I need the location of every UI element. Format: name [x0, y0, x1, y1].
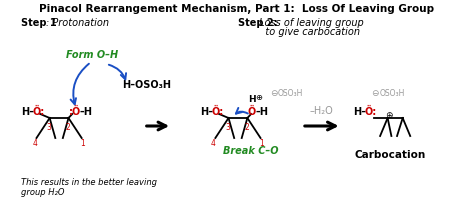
- Text: Loss of leaving group: Loss of leaving group: [256, 18, 364, 28]
- Text: ⊕: ⊕: [255, 94, 262, 103]
- Text: ⊖: ⊖: [372, 89, 379, 98]
- Text: –H: –H: [80, 107, 93, 117]
- Text: H: H: [248, 95, 256, 103]
- Text: ⊖: ⊖: [270, 89, 277, 98]
- Text: OSO₃H: OSO₃H: [277, 89, 303, 98]
- Text: 4: 4: [211, 139, 216, 148]
- Text: H–: H–: [353, 107, 366, 117]
- Text: ⊕: ⊕: [385, 111, 392, 119]
- Text: 3: 3: [46, 123, 51, 132]
- Text: H–: H–: [21, 107, 35, 117]
- Text: This results in the better leaving: This results in the better leaving: [21, 178, 157, 187]
- Text: Ö:: Ö:: [364, 107, 376, 117]
- Text: 2: 2: [65, 123, 70, 132]
- Text: Step 2:: Step 2:: [238, 18, 278, 28]
- Text: Step 1: Step 1: [21, 18, 57, 28]
- Text: 4: 4: [32, 139, 37, 148]
- Text: OSO₃H: OSO₃H: [379, 89, 404, 98]
- Text: 2: 2: [244, 123, 249, 132]
- Text: Form O–H: Form O–H: [66, 50, 118, 60]
- Text: –H: –H: [256, 107, 269, 117]
- Text: Ö:: Ö:: [211, 107, 224, 117]
- Text: : Protonation: : Protonation: [46, 18, 109, 28]
- Text: 3: 3: [225, 123, 230, 132]
- Text: H–: H–: [201, 107, 213, 117]
- Text: to give carbocation: to give carbocation: [256, 27, 360, 37]
- Text: 1: 1: [259, 139, 264, 148]
- Text: group H₂O: group H₂O: [21, 188, 65, 197]
- Text: 1: 1: [80, 139, 85, 148]
- Text: :Ö: :Ö: [68, 107, 81, 117]
- Text: Break C–O: Break C–O: [223, 146, 278, 156]
- Text: H–OSO₃H: H–OSO₃H: [122, 80, 171, 90]
- Text: Carbocation: Carbocation: [355, 150, 426, 160]
- Text: Ö:: Ö:: [33, 107, 45, 117]
- Text: Ö: Ö: [247, 107, 255, 117]
- Text: Pinacol Rearrangement Mechanism, Part 1:  Loss Of Leaving Group: Pinacol Rearrangement Mechanism, Part 1:…: [39, 4, 435, 14]
- Text: –H₂O: –H₂O: [310, 106, 334, 116]
